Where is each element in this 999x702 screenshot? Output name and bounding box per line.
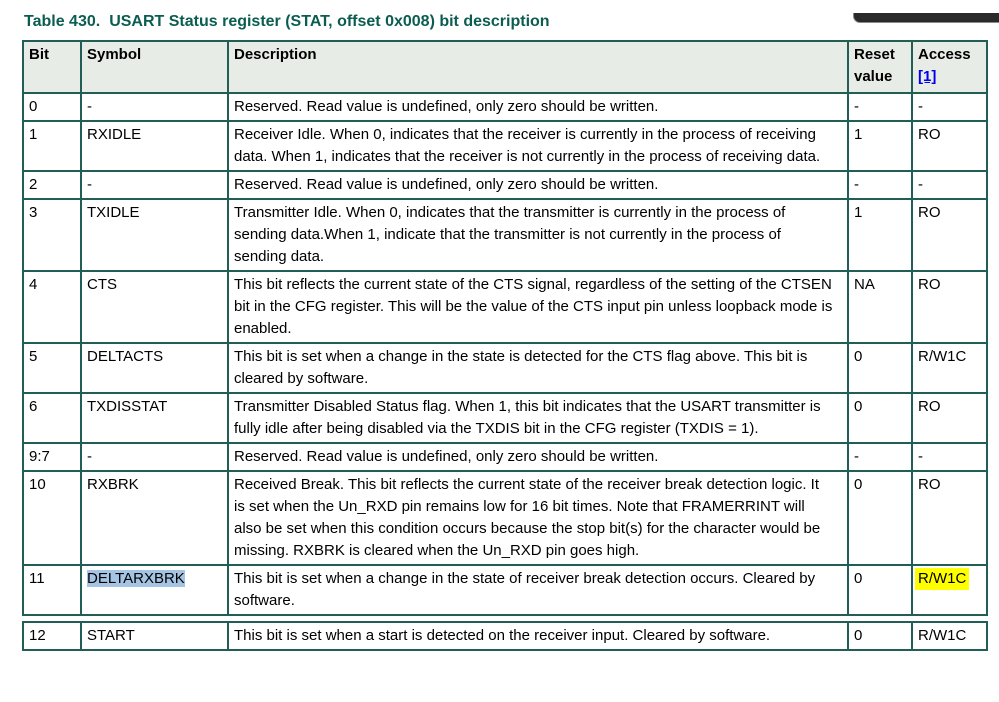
cell-symbol: CTS	[80, 270, 229, 344]
cell-symbol: START	[80, 621, 229, 651]
search-highlight: R/W1C	[915, 568, 970, 590]
cell-symbol: -	[80, 92, 229, 122]
cell-access: RO	[911, 470, 988, 566]
cell-access: R/W1C	[911, 621, 988, 651]
cell-description: This bit is set when a change in the sta…	[227, 564, 849, 616]
cell-symbol: -	[80, 442, 229, 472]
cell-access: RO	[911, 198, 988, 272]
cell-description: This bit reflects the current state of t…	[227, 270, 849, 344]
cell-symbol: DELTACTS	[80, 342, 229, 394]
cell-bit: 5	[22, 342, 82, 394]
cell-description: Reserved. Read value is undefined, only …	[227, 442, 849, 472]
col-header-bit: Bit	[22, 40, 82, 94]
cell-access: RO	[911, 392, 988, 444]
cell-symbol: RXIDLE	[80, 120, 229, 172]
table-row-bit2: 2 - Reserved. Read value is undefined, o…	[22, 170, 988, 200]
cell-reset-value: 0	[847, 342, 913, 394]
table-row-bit6: 6 TXDISSTAT Transmitter Disabled Status …	[22, 392, 988, 444]
cell-description: Transmitter Disabled Status flag. When 1…	[227, 392, 849, 444]
bit-description-table-continued: 12 START This bit is set when a start is…	[22, 621, 988, 651]
cell-bit: 0	[22, 92, 82, 122]
col-header-access: Access [1]	[911, 40, 988, 94]
table-title-text: USART Status register (STAT, offset 0x00…	[109, 13, 550, 30]
cell-access: R/W1C	[911, 342, 988, 394]
cell-bit: 1	[22, 120, 82, 172]
table-number-label: Table 430.	[24, 13, 101, 30]
cell-access: -	[911, 170, 988, 200]
cell-reset-value: 1	[847, 120, 913, 172]
cell-bit: 12	[22, 621, 82, 651]
table-title: Table 430. USART Status register (STAT, o…	[24, 13, 999, 31]
col-header-reset-value: Reset value	[847, 40, 913, 94]
table-row-bit1: 1 RXIDLE Receiver Idle. When 0, indicate…	[22, 120, 988, 172]
cell-bit: 2	[22, 170, 82, 200]
cell-description: Reserved. Read value is undefined, only …	[227, 170, 849, 200]
cell-symbol: TXDISSTAT	[80, 392, 229, 444]
cell-symbol: -	[80, 170, 229, 200]
cell-access: RO	[911, 270, 988, 344]
table-row-bit12-partial: 12 START This bit is set when a start is…	[22, 621, 988, 651]
table-row-bits9-7: 9:7 - Reserved. Read value is undefined,…	[22, 442, 988, 472]
cell-symbol: RXBRK	[80, 470, 229, 566]
cell-reset-value: -	[847, 442, 913, 472]
access-footnote-link[interactable]: [1]	[918, 68, 937, 85]
cell-description: Reserved. Read value is undefined, only …	[227, 92, 849, 122]
cell-access: RO	[911, 120, 988, 172]
cell-access: -	[911, 92, 988, 122]
cell-description: Received Break. This bit reflects the cu…	[227, 470, 849, 566]
cell-bit: 4	[22, 270, 82, 344]
cell-bit: 9:7	[22, 442, 82, 472]
cell-symbol: DELTARXBRK	[80, 564, 229, 616]
bit-description-table: Bit Symbol Description Reset value Acces…	[22, 40, 988, 616]
cell-reset-value: 0	[847, 564, 913, 616]
table-row-bit0: 0 - Reserved. Read value is undefined, o…	[22, 92, 988, 122]
cell-bit: 3	[22, 198, 82, 272]
cell-bit: 11	[22, 564, 82, 616]
header-row: Bit Symbol Description Reset value Acces…	[22, 40, 988, 94]
cell-access: R/W1C	[911, 564, 988, 616]
table-row-bit5: 5 DELTACTS This bit is set when a change…	[22, 342, 988, 394]
cell-description: This bit is set when a change in the sta…	[227, 342, 849, 394]
cell-reset-value: -	[847, 92, 913, 122]
cell-reset-value: 1	[847, 198, 913, 272]
col-header-access-label: Access	[918, 46, 971, 63]
cell-reset-value: NA	[847, 270, 913, 344]
browser-overlay-fragment	[853, 13, 999, 23]
cell-description: Transmitter Idle. When 0, indicates that…	[227, 198, 849, 272]
col-header-description: Description	[227, 40, 849, 94]
cell-description: Receiver Idle. When 0, indicates that th…	[227, 120, 849, 172]
cell-symbol: TXIDLE	[80, 198, 229, 272]
cell-reset-value: 0	[847, 470, 913, 566]
cell-bit: 6	[22, 392, 82, 444]
table-row-bit10: 10 RXBRK Received Break. This bit reflec…	[22, 470, 988, 566]
table-row-bit3: 3 TXIDLE Transmitter Idle. When 0, indic…	[22, 198, 988, 272]
table-row-bit11: 11 DELTARXBRK This bit is set when a cha…	[22, 564, 988, 616]
cell-reset-value: -	[847, 170, 913, 200]
cell-access: -	[911, 442, 988, 472]
table-row-bit4: 4 CTS This bit reflects the current stat…	[22, 270, 988, 344]
cell-reset-value: 0	[847, 392, 913, 444]
selection-highlight: DELTARXBRK	[87, 570, 185, 587]
col-header-symbol: Symbol	[80, 40, 229, 94]
cell-bit: 10	[22, 470, 82, 566]
cell-description: This bit is set when a start is detected…	[227, 621, 849, 651]
cell-reset-value: 0	[847, 621, 913, 651]
document-page: Table 430. USART Status register (STAT, o…	[22, 13, 999, 651]
